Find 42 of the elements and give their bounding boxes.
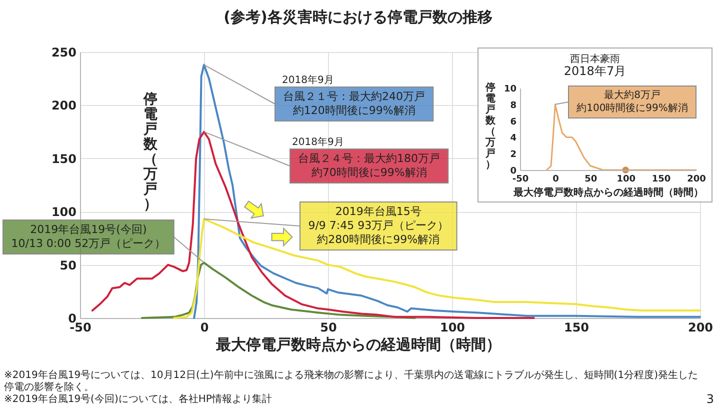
x-tick-label: 150 (564, 320, 590, 334)
y-tick-label: 150 (51, 152, 76, 166)
y-axis-title: 停電戸数（万戸） (484, 82, 496, 170)
y-tick-label: 2 (510, 150, 516, 160)
x-tick-label: 100 (440, 320, 466, 334)
x-tick-label: 150 (652, 174, 671, 184)
text: ※2019年台風19号については、10月12日(土)午前中に強風による飛来物の影響により、千葉県内の送電線にトラブルが発生し、短時間(1分程度)発生した停電の影響を除く。 (4, 369, 698, 393)
x-tick-label: 0 (552, 174, 559, 184)
annotation: 2018年9月 (282, 74, 334, 86)
x-axis-title: 最大停電戸数時点からの経過時間（時間） (215, 336, 501, 354)
x-tick-label: 200 (687, 174, 706, 184)
y-tick-label: 0 (68, 312, 76, 326)
y-axis-title: 停電戸数（万戸） (142, 92, 158, 212)
series-label: 最大約8万戸約100時間後に99%解消 (576, 89, 688, 114)
x-tick-label: 200 (688, 320, 714, 334)
y-tick-label: 250 (51, 46, 76, 60)
x-tick-label: 0 (200, 320, 209, 334)
x-tick-label: 50 (584, 174, 598, 184)
x-tick-label: -50 (512, 174, 529, 184)
y-tick-label: 6 (510, 117, 516, 128)
text: 2019年台風19号(今回) 10/13 0:00 52万戸（ピーク） (11, 223, 166, 250)
line-series (173, 218, 701, 319)
y-tick-label: 0 (510, 166, 516, 176)
chart-title: (参考)各災害時における停電戸数の推移 (224, 8, 492, 26)
y-tick-label: 50 (60, 258, 76, 272)
text: 3 (706, 392, 714, 406)
series-label: 2019年台風15号9/9 7:45 93万戸（ピーク）約280時間後に99%解消 (308, 205, 449, 246)
y-tick-label: 100 (51, 205, 76, 220)
text: 台風２４号：最大約180万戸約70時間後に99%解消 (298, 152, 440, 179)
y-tick-label: 4 (510, 134, 516, 144)
text: 台風２１号：最大約240万戸約120時間後に99%解消 (283, 90, 426, 117)
chart-subtitle: 2018年7月 (564, 64, 626, 78)
text: ※2019年台風19号(今回)については、各社HP情報より集計 (4, 393, 272, 405)
x-axis-title: 最大停電戸数時点からの経過時間（時間） (512, 186, 704, 198)
chart-title: 西日本豪雨 (570, 53, 620, 65)
y-tick-label: 200 (51, 98, 76, 113)
y-tick-label: 10 (504, 84, 516, 94)
x-tick-label: 100 (616, 174, 636, 184)
annotation: 2018年9月 (292, 136, 344, 148)
y-tick-label: 8 (510, 100, 516, 111)
line-series (141, 262, 416, 319)
x-tick-label: 50 (320, 320, 337, 334)
